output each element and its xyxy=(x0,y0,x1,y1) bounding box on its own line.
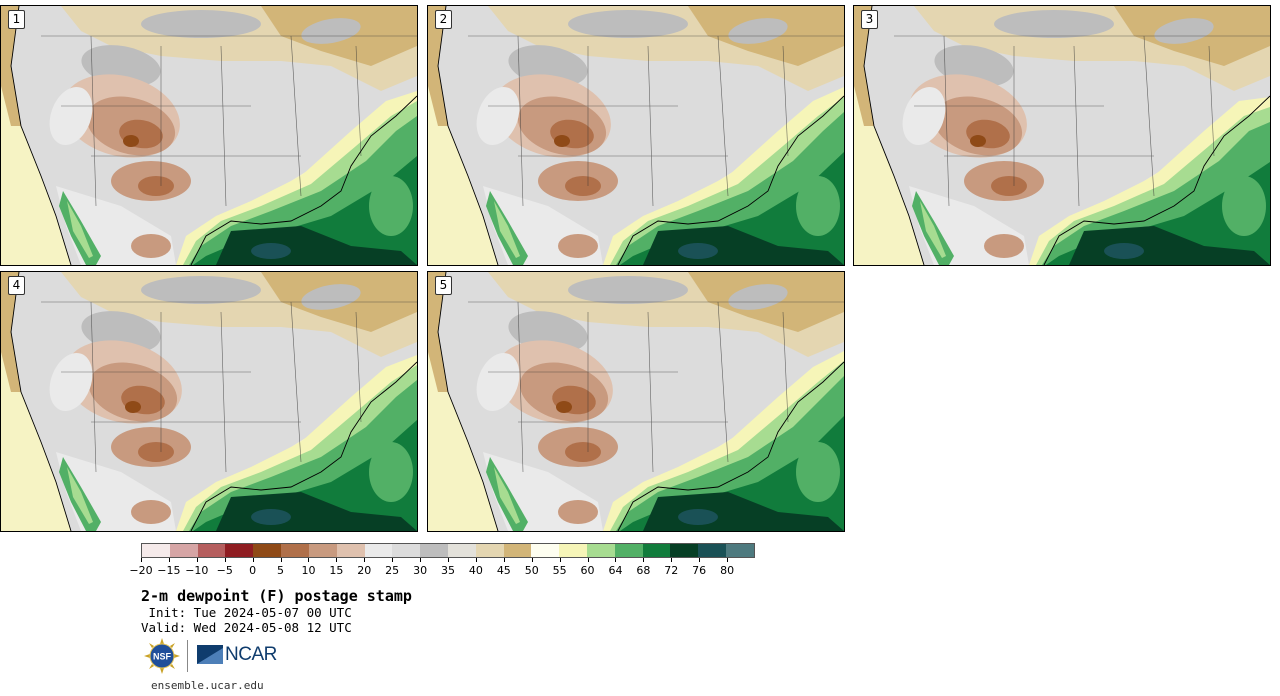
colorbar-tick xyxy=(392,558,394,562)
colorbar-tick-label: 40 xyxy=(468,564,483,577)
map-panel-5: 5 xyxy=(427,271,845,532)
colorbar-tick xyxy=(587,558,589,562)
colorbar-swatch xyxy=(587,544,615,557)
colorbar xyxy=(141,543,755,558)
ncar-wedge-icon xyxy=(197,645,223,664)
colorbar-tick xyxy=(141,558,142,562)
dewpoint-map xyxy=(428,6,844,265)
colorbar-tick-label: 25 xyxy=(385,564,400,577)
map-panel-4: 4 xyxy=(0,271,418,532)
logo-divider xyxy=(187,640,188,672)
colorbar-tick-label: −20 xyxy=(129,564,153,577)
panel-number-label: 2 xyxy=(435,10,452,29)
colorbar-tick-label: 15 xyxy=(329,564,344,577)
colorbar-tick-label: −10 xyxy=(185,564,209,577)
colorbar-tick xyxy=(224,558,226,562)
ncar-logo-text: NCAR xyxy=(225,644,277,665)
colorbar-swatch xyxy=(142,544,170,557)
colorbar-tick-label: 50 xyxy=(524,564,539,577)
valid-time: Valid: Wed 2024-05-08 12 UTC xyxy=(141,620,352,635)
colorbar-tick xyxy=(196,558,198,562)
colorbar-tick xyxy=(364,558,366,562)
colorbar-swatch xyxy=(253,544,282,557)
colorbar-tick xyxy=(615,558,617,562)
colorbar-swatch xyxy=(503,544,532,557)
colorbar-swatch xyxy=(614,544,643,557)
colorbar-tick xyxy=(252,558,254,562)
colorbar-swatch xyxy=(392,544,421,557)
colorbar-swatch xyxy=(336,544,365,557)
colorbar-tick xyxy=(643,558,645,562)
map-panel-1: 1 xyxy=(0,5,418,266)
colorbar-swatch xyxy=(169,544,198,557)
svg-text:NSF: NSF xyxy=(153,652,172,662)
dewpoint-map xyxy=(854,6,1270,265)
nsf-logo-icon: NSF xyxy=(144,638,180,674)
colorbar-swatch xyxy=(698,544,727,557)
colorbar-swatch xyxy=(475,544,504,557)
site-url[interactable]: ensemble.ucar.edu xyxy=(151,679,264,692)
colorbar-tick xyxy=(699,558,701,562)
colorbar-tick-label: 45 xyxy=(496,564,511,577)
colorbar-swatch xyxy=(225,544,254,557)
colorbar-swatch xyxy=(531,544,560,557)
colorbar-tick xyxy=(168,558,170,562)
colorbar-tick xyxy=(448,558,449,562)
colorbar-tick-label: 72 xyxy=(664,564,679,577)
colorbar-tick-label: 80 xyxy=(720,564,735,577)
panel-number-label: 3 xyxy=(861,10,878,29)
colorbar-tick xyxy=(336,558,338,562)
colorbar-tick-label: 55 xyxy=(552,564,567,577)
panel-number-label: 5 xyxy=(435,276,452,295)
colorbar-tick xyxy=(475,558,477,562)
colorbar-tick xyxy=(559,558,561,562)
dewpoint-map xyxy=(428,272,844,531)
colorbar-swatch xyxy=(559,544,587,557)
colorbar-tick-label: 64 xyxy=(608,564,623,577)
chart-title: 2-m dewpoint (F) postage stamp xyxy=(141,587,412,605)
colorbar-tick xyxy=(727,558,729,562)
colorbar-tick xyxy=(280,558,282,562)
colorbar-swatch xyxy=(670,544,699,557)
colorbar-tick xyxy=(531,558,533,562)
dewpoint-map xyxy=(1,6,417,265)
colorbar-ticks: −20 −15 −10 −5 0 5 10 15 20 25 30 35 40 45 50 55 60 64 68 7… xyxy=(129,558,755,578)
colorbar-tick xyxy=(503,558,505,562)
colorbar-tick-label: −5 xyxy=(216,564,233,577)
colorbar-swatch xyxy=(281,544,309,557)
panel-number-label: 4 xyxy=(8,276,25,295)
colorbar-swatch xyxy=(726,544,754,557)
colorbar-swatch xyxy=(642,544,671,557)
colorbar-tick-label: 20 xyxy=(357,564,372,577)
init-time: Init: Tue 2024-05-07 00 UTC xyxy=(141,605,352,620)
colorbar-swatch xyxy=(420,544,448,557)
colorbar-tick xyxy=(420,558,422,562)
colorbar-swatch xyxy=(308,544,337,557)
colorbar-tick-label: 76 xyxy=(692,564,707,577)
dewpoint-map xyxy=(1,272,417,531)
map-panel-3: 3 xyxy=(853,5,1271,266)
colorbar-swatch xyxy=(197,544,226,557)
colorbar-tick-label: 68 xyxy=(636,564,651,577)
colorbar-tick-label: 60 xyxy=(580,564,595,577)
colorbar-tick xyxy=(671,558,673,562)
colorbar-tick-label: 35 xyxy=(441,564,455,577)
colorbar-swatch xyxy=(364,544,393,557)
panel-number-label: 1 xyxy=(8,10,25,29)
colorbar-tick-label: −15 xyxy=(157,564,181,577)
colorbar-tick-label: 10 xyxy=(301,564,316,577)
colorbar-tick-label: 5 xyxy=(277,564,285,577)
map-panel-2: 2 xyxy=(427,5,845,266)
colorbar-tick-label: 30 xyxy=(413,564,428,577)
colorbar-tick xyxy=(308,558,310,562)
colorbar-tick-label: 0 xyxy=(249,564,257,577)
colorbar-swatch xyxy=(447,544,476,557)
ncar-logo: NCAR xyxy=(197,644,277,666)
